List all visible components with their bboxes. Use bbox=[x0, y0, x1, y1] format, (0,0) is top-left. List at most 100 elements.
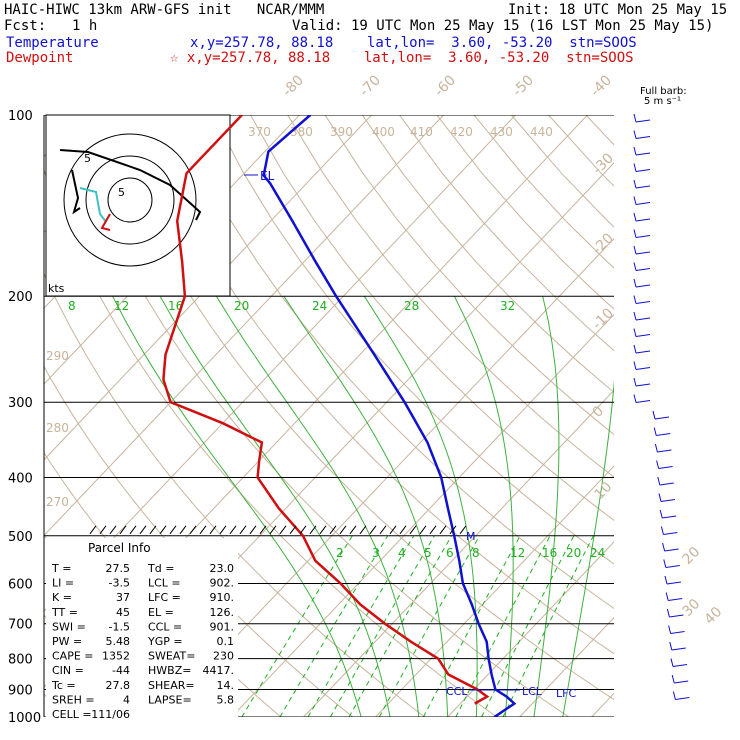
parcel-info-value: 910. bbox=[210, 591, 235, 604]
dry-adiabat-line bbox=[585, 115, 614, 146]
parcel-info-key: CELL = bbox=[52, 708, 92, 721]
wind-barb-flag bbox=[660, 526, 664, 535]
parcel-info-key: LAPSE= bbox=[148, 693, 192, 706]
mixing-ratio-line bbox=[378, 535, 480, 717]
theta-tick-label: 270 bbox=[46, 495, 69, 509]
wind-barb-flag bbox=[633, 361, 637, 370]
stability-hatch-mark bbox=[449, 525, 457, 535]
parcel-info-value: 126. bbox=[210, 606, 235, 619]
el-label: EL bbox=[260, 169, 275, 183]
parcel-info-value: 27.5 bbox=[106, 562, 131, 575]
wind-barb-staff bbox=[670, 631, 685, 634]
wind-barb-flag bbox=[633, 262, 637, 271]
temperature-profile-line bbox=[262, 115, 517, 717]
mixing-ratio-line bbox=[422, 535, 521, 717]
isotherm-tick-label: 40 bbox=[702, 604, 726, 628]
isotherm-line bbox=[375, 465, 614, 717]
wind-barb-flag bbox=[633, 344, 637, 354]
mixing-ratio-line bbox=[455, 535, 551, 717]
stability-hatch-mark bbox=[219, 525, 227, 535]
wind-barb-flag bbox=[654, 443, 658, 453]
pressure-tick-label: 500 bbox=[8, 530, 33, 545]
parcel-info-box bbox=[46, 538, 238, 718]
wind-barb-staff bbox=[635, 268, 651, 271]
wind-barb-flag bbox=[665, 592, 669, 601]
wind-barb-staff bbox=[663, 532, 678, 535]
theta-tick-label: 390 bbox=[330, 125, 353, 139]
isotherm-tick-label: 10 bbox=[592, 479, 616, 503]
parcel-info-key: CCL = bbox=[148, 620, 182, 633]
wind-barb-flag bbox=[633, 245, 637, 255]
theta-tick-label: 410 bbox=[410, 125, 433, 139]
stability-hatch-mark bbox=[379, 525, 387, 535]
melting-level-label: M bbox=[466, 530, 476, 543]
parcel-info-value: 23.0 bbox=[210, 562, 235, 575]
stability-hatch-mark bbox=[119, 525, 127, 535]
wind-barb-staff bbox=[675, 697, 690, 700]
wind-barb-staff bbox=[657, 449, 672, 453]
parcel-info-value: 1352 bbox=[102, 650, 130, 663]
wind-barb-flag bbox=[633, 278, 637, 288]
wind-barb-staff bbox=[635, 400, 651, 403]
lcl-label: LCL bbox=[522, 685, 543, 698]
mixing-ratio-label: 20 bbox=[566, 546, 581, 560]
parcel-info-key: CIN = bbox=[52, 664, 84, 677]
dry-adiabat-line bbox=[660, 115, 740, 730]
stability-hatch-mark bbox=[209, 525, 217, 535]
parcel-info-title: Parcel Info bbox=[88, 541, 151, 555]
moist-adiabat-line bbox=[215, 295, 420, 717]
wind-barb-flag bbox=[663, 559, 667, 568]
hodograph-ring-label: 5 bbox=[118, 186, 125, 199]
wind-barb-staff bbox=[665, 565, 680, 568]
mixing-ratio-label: 8 bbox=[68, 299, 76, 313]
parcel-info-key: Td = bbox=[147, 562, 174, 575]
lfc-label: LFC bbox=[556, 687, 576, 700]
dewpoint-location: ☆ x,y=257.78, 88.18 lat,lon= 3.60, -53.2… bbox=[170, 50, 634, 66]
isotherm-tick-label: -40 bbox=[588, 72, 615, 99]
isotherm-line bbox=[591, 692, 614, 717]
dry-adiabat-line bbox=[138, 115, 614, 655]
wind-barb-flag bbox=[633, 146, 637, 156]
isotherm-line bbox=[44, 115, 444, 537]
hodograph-trace-low bbox=[71, 169, 81, 215]
stability-hatch-mark bbox=[279, 525, 287, 535]
stability-hatch-mark bbox=[199, 525, 207, 535]
parcel-info-key: EL = bbox=[148, 606, 174, 619]
mixing-ratio-label: 24 bbox=[590, 546, 605, 560]
mixing-ratio-label: 5 bbox=[424, 546, 432, 560]
isotherm-tick-label: -30 bbox=[590, 150, 617, 177]
isotherm-line bbox=[447, 541, 614, 717]
theta-tick-label: 420 bbox=[450, 125, 473, 139]
isotherm-tick-label: 0 bbox=[590, 403, 608, 421]
model-title: HAIC-HIWC 13km ARW-GFS init NCAR/MMM bbox=[4, 2, 325, 18]
pressure-tick-label: 1000 bbox=[8, 711, 41, 726]
isotherm-tick-label: -20 bbox=[590, 230, 617, 257]
fcst-label: Fcst: bbox=[4, 18, 47, 34]
mixing-ratio-label: 24 bbox=[312, 299, 327, 313]
wind-barb-staff bbox=[664, 548, 679, 552]
mixing-ratio-label: 32 bbox=[500, 299, 515, 313]
temperature-location: x,y=257.78, 88.18 lat,lon= 3.60, -53.20 … bbox=[190, 35, 637, 51]
mixing-ratio-label: 12 bbox=[114, 299, 129, 313]
parcel-info-key: TT = bbox=[51, 606, 78, 619]
mixing-ratio-label: 28 bbox=[404, 299, 419, 313]
wind-barb-staff bbox=[656, 433, 671, 436]
dry-adiabat-line bbox=[623, 115, 740, 730]
wind-barb-staff bbox=[666, 581, 682, 585]
parcel-info-key: SWI = bbox=[52, 620, 86, 633]
dry-adiabat-line bbox=[175, 115, 614, 610]
hodograph-ring bbox=[63, 133, 197, 267]
wind-barb-staff bbox=[635, 251, 651, 255]
pressure-tick-label: 400 bbox=[8, 471, 33, 486]
isotherm-tick-label: -60 bbox=[432, 72, 459, 99]
parcel-info-value: 14. bbox=[217, 679, 235, 692]
pressure-tick-label: 600 bbox=[8, 577, 33, 592]
parcel-info-value: 0.1 bbox=[217, 635, 235, 648]
isotherm-line bbox=[303, 389, 614, 717]
theta-tick-label: 430 bbox=[490, 125, 513, 139]
dry-adiabat-line bbox=[436, 115, 614, 310]
stability-hatch-mark bbox=[229, 525, 237, 535]
wind-barb-staff bbox=[635, 202, 651, 205]
wind-barb-flag bbox=[658, 493, 662, 502]
isotherm-line bbox=[231, 313, 614, 717]
